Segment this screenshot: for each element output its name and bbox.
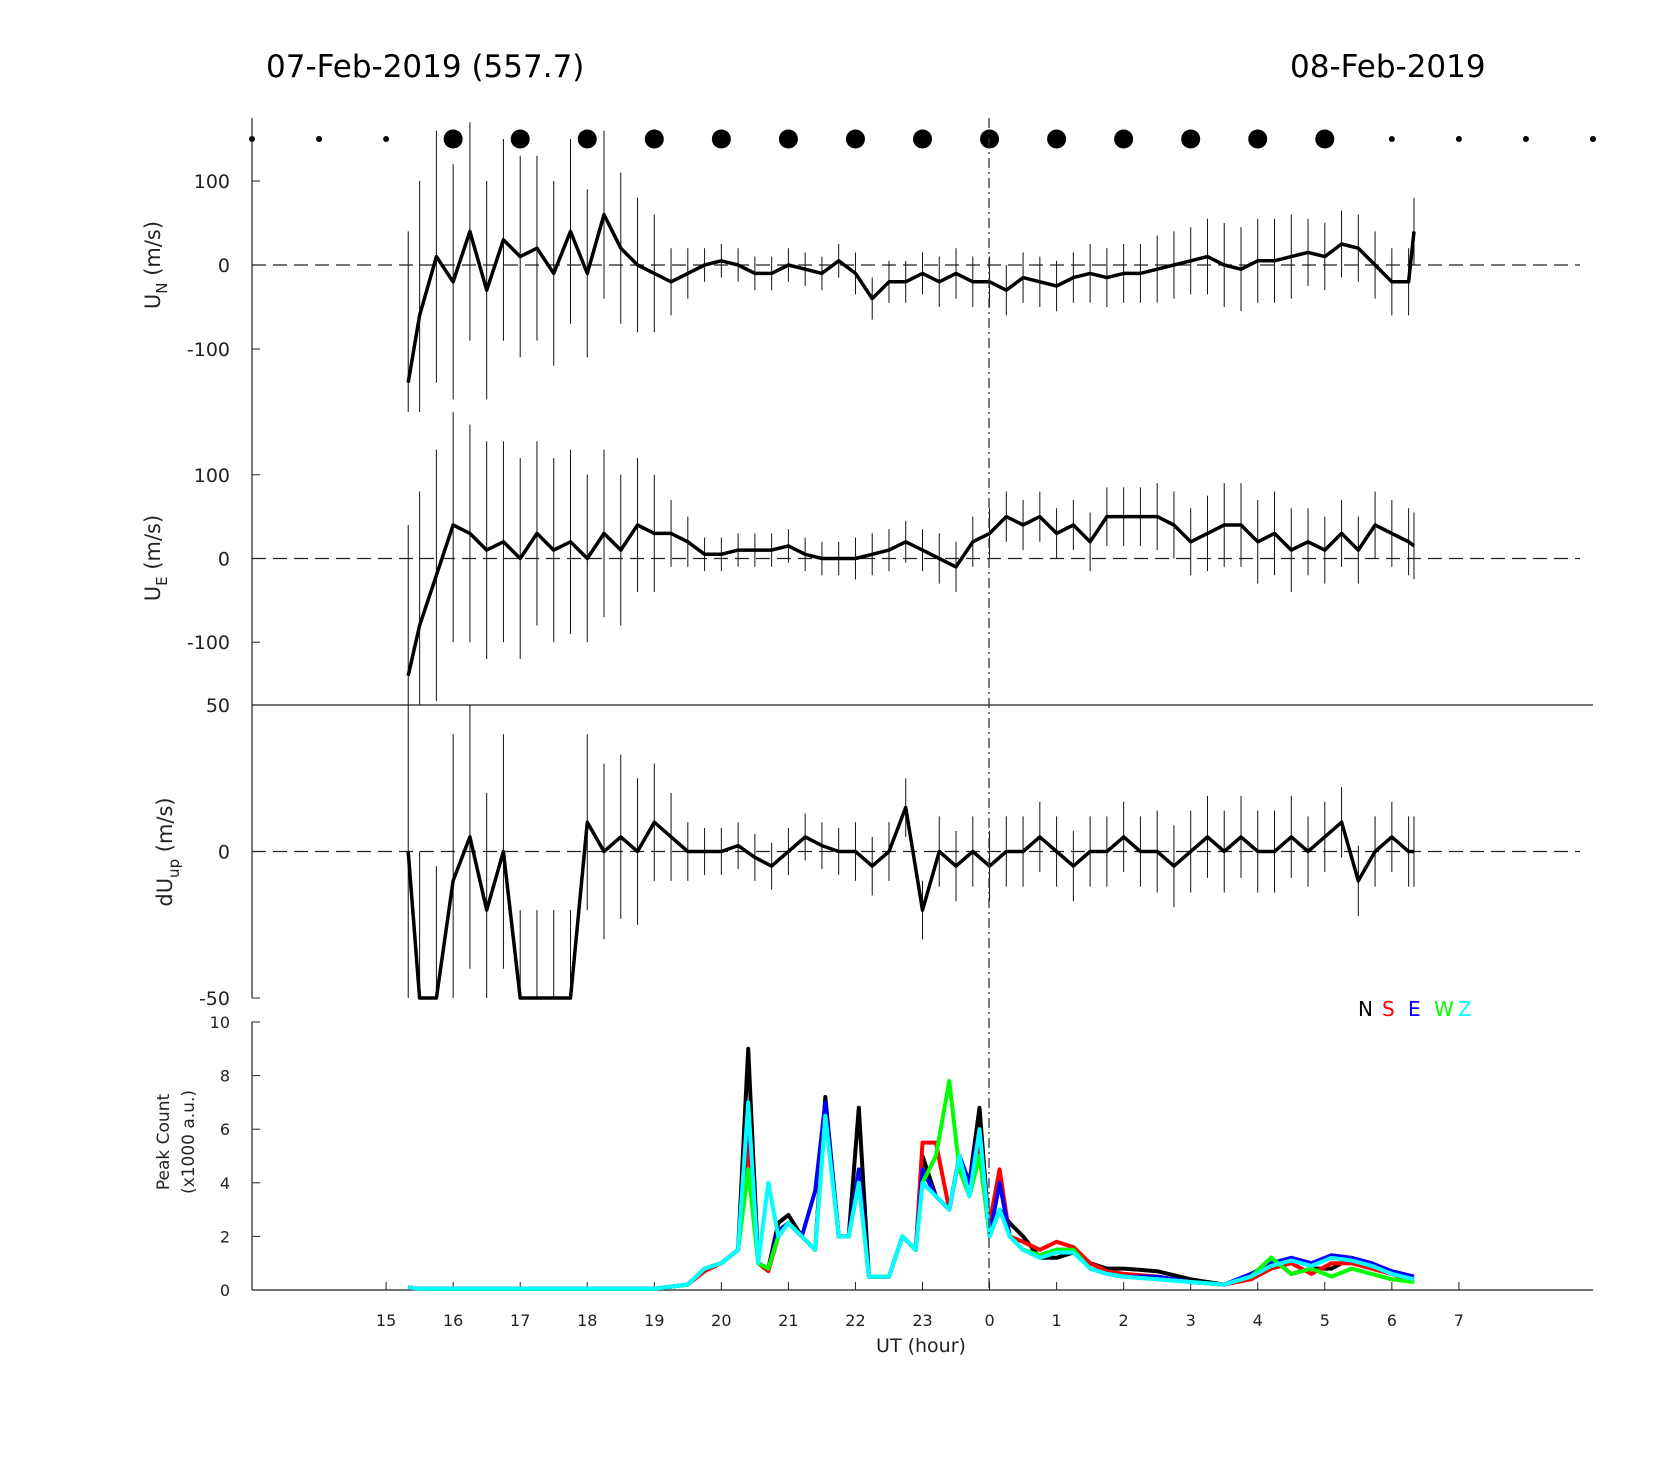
- legend-Z: Z: [1458, 997, 1472, 1021]
- peak-series-N: [407, 1046, 1415, 1291]
- peak-xtick-label: 7: [1454, 1311, 1464, 1330]
- panel-un: 100 0 -100 UN (m/s): [141, 118, 1580, 412]
- un-ytick-label: 100: [194, 171, 230, 193]
- dup-ytick-label: 0: [218, 842, 230, 864]
- peak-xtick-label: 16: [443, 1311, 463, 1330]
- ue-ylabel: UE (m/s): [141, 515, 171, 601]
- sky-dots: [249, 129, 1596, 149]
- peak-ticks: 0 2 4 6 8 10: [210, 1013, 260, 1300]
- peak-xtick-label: 19: [644, 1311, 664, 1330]
- peak-xtick-label: 0: [984, 1311, 994, 1330]
- peak-ylabel-line1: Peak Count: [154, 1094, 174, 1191]
- dup-series-line: [406, 805, 1414, 1000]
- peak-ytick-label: 8: [220, 1067, 230, 1086]
- peak-ytick-label: 0: [220, 1281, 230, 1300]
- dup-ticks: 50 0 -50: [199, 695, 260, 1010]
- peak-ytick-label: 6: [220, 1120, 230, 1139]
- peak-series-S: [407, 1105, 1415, 1291]
- peak-xlabel: UT (hour): [876, 1335, 966, 1357]
- peak-ytick-label: 2: [220, 1227, 230, 1246]
- peak-xtick-label: 23: [912, 1311, 932, 1330]
- dup-ylabel: dUup (m/s): [153, 797, 183, 906]
- panel-ue: 100 0 -100 UE (m/s): [141, 412, 1580, 705]
- peak-xtick-label: 5: [1320, 1311, 1330, 1330]
- sky-dot: [1181, 129, 1201, 149]
- un-ticks: 100 0 -100: [187, 171, 260, 361]
- sky-dot: [1455, 136, 1462, 142]
- legend-N: N: [1358, 997, 1373, 1021]
- sky-dot: [913, 129, 932, 149]
- sky-dot: [1248, 129, 1268, 149]
- sky-dot: [1590, 136, 1596, 142]
- sky-dot: [845, 129, 865, 149]
- ue-ytick-label: 100: [194, 465, 230, 487]
- legend-W: W: [1434, 997, 1454, 1021]
- peak-xtick-label: 17: [510, 1311, 530, 1330]
- un-data: [252, 122, 1580, 412]
- peak-ylabel-line2: (x1000 a.u.): [179, 1090, 199, 1194]
- ue-ticks: 100 0 -100: [187, 465, 260, 654]
- un-ylabel: UN (m/s): [141, 221, 171, 309]
- peak-xtick-label: 15: [376, 1311, 396, 1330]
- sky-dot: [1522, 136, 1529, 142]
- dup-data: [252, 705, 1580, 1000]
- peak-xtick-label: 3: [1186, 1311, 1196, 1330]
- peak-xtick-label: 21: [778, 1311, 798, 1330]
- sky-dot: [510, 129, 530, 149]
- sky-dot: [577, 129, 597, 149]
- peak-xtick-label: 6: [1387, 1311, 1397, 1330]
- peak-xtick-label: 2: [1119, 1311, 1129, 1330]
- un-ytick-label: -100: [187, 339, 230, 361]
- peak-data: [407, 1046, 1415, 1291]
- peak-ytick-label: 10: [210, 1013, 230, 1032]
- legend-E: E: [1408, 997, 1421, 1021]
- dup-ytick-label: -50: [199, 988, 230, 1010]
- sky-dot: [316, 136, 323, 142]
- sky-dot: [1388, 136, 1395, 142]
- sky-dot: [383, 136, 390, 142]
- peak-series-Z: [407, 1100, 1415, 1291]
- peak-x-ticks: 15 16 17 18 19 20 21 22 23 0 1 2 3 4 5 6 7: [376, 1282, 1464, 1330]
- peak-series-E: [407, 1100, 1415, 1291]
- ue-ytick-label: -100: [187, 632, 230, 654]
- un-ytick-label: 0: [218, 255, 230, 277]
- legend-S: S: [1382, 997, 1395, 1021]
- sky-dot: [711, 129, 731, 149]
- sky-dot: [1047, 129, 1067, 149]
- left-title: 07-Feb-2019 (557.7): [266, 49, 584, 85]
- dup-ytick-label: 50: [206, 695, 230, 717]
- peak-xtick-label: 1: [1052, 1311, 1062, 1330]
- ue-data: [252, 412, 1580, 705]
- ue-series-line: [406, 514, 1416, 677]
- right-title: 08-Feb-2019: [1290, 49, 1486, 85]
- peak-xtick-label: 18: [577, 1311, 597, 1330]
- peak-xtick-label: 22: [845, 1311, 865, 1330]
- ue-ytick-label: 0: [218, 549, 230, 571]
- sky-dot: [778, 129, 798, 149]
- peak-xtick-label: 4: [1253, 1311, 1263, 1330]
- peak-ytick-label: 4: [220, 1174, 230, 1193]
- sky-dot: [1114, 129, 1134, 149]
- panel-dup: 50 0 -50 dUup (m/s): [153, 695, 1593, 1010]
- sky-dot: [443, 129, 463, 149]
- peak-series-W: [407, 1079, 1415, 1291]
- peak-xtick-label: 20: [711, 1311, 731, 1330]
- sky-dot: [1315, 129, 1335, 149]
- un-series-line: [406, 212, 1416, 383]
- sky-dot: [644, 129, 664, 149]
